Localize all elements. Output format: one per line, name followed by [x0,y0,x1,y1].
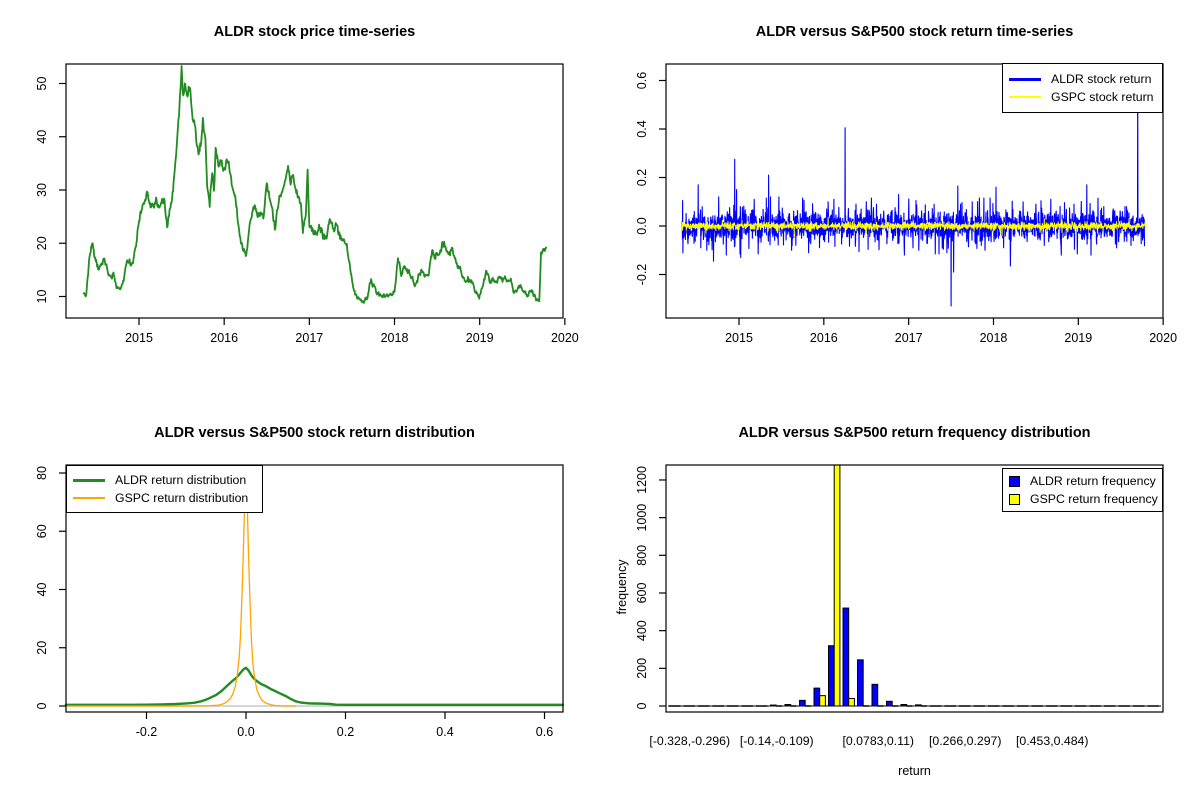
y-tick-label: 60 [35,524,49,538]
histogram-xlabel: return [898,764,931,778]
legend-item: GSPC return distribution [73,491,256,505]
density-chart-title: ALDR versus S&P500 stock return distribu… [154,425,475,441]
returns-legend: ALDR stock return GSPC stock return [1002,63,1163,113]
bin-label: [0.453,0.484) [1016,734,1088,748]
y-tick-label: 1000 [635,504,649,532]
gspc-frequency-bar [819,695,826,707]
y-tick-label: 800 [635,545,649,566]
y-tick-label: 0 [35,702,49,709]
gspc-return-line-swatch [1009,96,1041,98]
bin-label: [-0.14,-0.109) [740,734,814,748]
gspc-frequency-bar [848,697,855,707]
gspc-density-line-swatch [73,497,105,499]
legend-label: ALDR stock return [1051,72,1152,86]
gspc-return-series [681,216,1147,237]
aldr-frequency-bar [770,704,777,707]
gspc-frequency-square-swatch [1009,493,1020,505]
y-tick-label: 200 [635,658,649,679]
x-tick-label: 0.0 [237,725,254,739]
aldr-density-line-swatch [73,478,105,482]
legend-item: GSPC stock return [1009,90,1156,104]
aldr-frequency-bar [813,687,821,707]
aldr-density-curve [64,666,565,706]
histogram-ylabel: frequency [615,559,629,615]
legend-item: ALDR return frequency [1009,474,1156,488]
x-tick-label: 0.4 [436,725,453,739]
aldr-frequency-bar [871,683,879,707]
legend-label: ALDR return frequency [1030,474,1156,488]
x-tick-label: 2019 [466,331,494,345]
y-tick-label: 30 [35,183,49,197]
legend-label: GSPC stock return [1051,90,1154,104]
aldr-frequency-bar [857,659,864,707]
legend-item: ALDR stock return [1009,72,1156,86]
frequency-legend: ALDR return frequency GSPC return freque… [1002,468,1163,512]
plot-box [65,464,564,713]
aldr-frequency-bar [900,703,908,707]
aldr-frequency-bar [799,699,806,707]
gspc-frequency-bar [833,464,841,707]
x-tick-label: 2017 [895,331,923,345]
y-tick-label: 400 [635,620,649,641]
aldr-return-line-swatch [1009,77,1041,81]
legend-item: ALDR return distribution [73,473,256,487]
x-tick-label: 0.2 [337,725,354,739]
histogram-chart-title: ALDR versus S&P500 return frequency dist… [738,425,1091,441]
y-tick-label: 1200 [635,466,649,494]
y-tick-label: 40 [35,583,49,597]
returns-chart-title: ALDR versus S&P500 stock return time-ser… [755,24,1074,40]
x-tick-label: 2017 [295,331,323,345]
aldr-frequency-bar [915,704,922,707]
plot-box [665,63,1164,319]
y-tick-label: 600 [635,583,649,604]
y-tick-label: -0.2 [635,264,649,286]
price-chart-title: ALDR stock price time-series [213,24,416,40]
plot-box [65,63,564,319]
x-tick-label: 0.6 [536,725,553,739]
aldr-frequency-bar [828,645,835,707]
aldr-return-series [681,72,1146,307]
y-tick-label: 20 [35,236,49,250]
bin-label: [-0.328,-0.296) [649,734,730,748]
x-tick-label: 2015 [725,331,753,345]
y-tick-label: 0.0 [635,217,649,234]
legend-label: ALDR return distribution [115,473,247,487]
y-tick-label: 0.6 [635,72,649,89]
x-tick-label: 2019 [1064,331,1092,345]
bin-label: [0.266,0.297) [929,734,1001,748]
density-legend: ALDR return distribution GSPC return dis… [66,465,263,513]
plot-box [665,464,1164,713]
x-tick-label: 2018 [381,331,409,345]
y-tick-label: 40 [35,130,49,144]
aldr-frequency-bar [784,703,792,707]
x-tick-label: 2020 [551,331,579,345]
legend-label: GSPC return distribution [115,491,249,505]
y-tick-label: 0 [635,702,649,709]
x-tick-label: 2016 [810,331,838,345]
y-tick-label: 50 [35,77,49,91]
x-tick-label: -0.2 [136,725,158,739]
y-tick-label: 20 [35,641,49,655]
x-tick-label: 2015 [125,331,153,345]
aldr-frequency-bar [886,700,893,707]
bin-label: [0.0783,0.11) [842,734,914,748]
y-tick-label: 0.2 [635,169,649,186]
x-tick-label: 2018 [980,331,1008,345]
legend-item: GSPC return frequency [1009,492,1158,506]
x-tick-label: 2016 [210,331,238,345]
aldr-frequency-square-swatch [1009,475,1020,487]
aldr-frequency-bar [842,607,850,707]
y-tick-label: 10 [35,290,49,304]
aldr-price-line [82,65,548,304]
legend-label: GSPC return frequency [1030,492,1158,506]
y-tick-label: 80 [35,466,49,480]
x-tick-label: 2020 [1149,331,1177,345]
y-tick-label: 0.4 [635,120,649,137]
